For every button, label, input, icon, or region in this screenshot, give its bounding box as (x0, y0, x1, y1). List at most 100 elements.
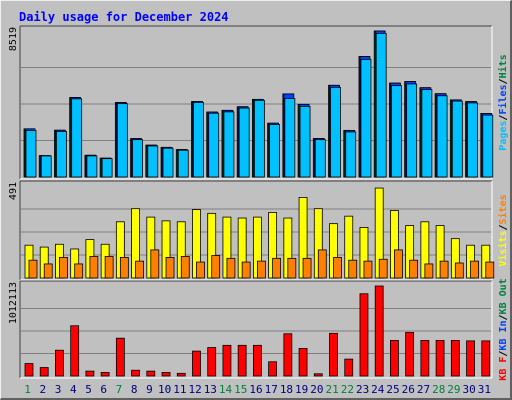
bar-kb-f-day-23 (359, 293, 369, 377)
bar-kb-f-day-5 (85, 370, 95, 377)
bar-sites-day-26 (409, 259, 419, 279)
bar-kb-f-day-4 (70, 325, 80, 377)
bar-pages-day-22 (345, 131, 357, 178)
day-label-9: 9 (146, 383, 153, 396)
bar-sites-day-17 (272, 257, 282, 279)
bar-pages-day-1 (25, 129, 37, 178)
bar-kb-f-day-28 (435, 340, 445, 377)
legend-label: / (498, 78, 509, 84)
legend-label: Sites (497, 194, 509, 224)
day-label-20: 20 (310, 383, 323, 396)
legend-label: / (498, 115, 509, 121)
bar-kb-f-day-20 (313, 373, 323, 377)
bar-pages-day-24 (375, 32, 387, 178)
bar-kb-f-day-27 (420, 340, 430, 377)
bar-sites-day-4 (74, 263, 84, 279)
day-label-21: 21 (326, 383, 339, 396)
bar-pages-day-10 (162, 147, 174, 178)
bar-sites-day-20 (317, 249, 327, 279)
bar-pages-day-27 (421, 89, 433, 178)
legend-visits-sites: Visits/Sites (497, 194, 509, 266)
legend-kbytes: KB F/KB In/KB Out (498, 278, 509, 380)
bar-sites-day-31 (485, 261, 495, 279)
day-label-4: 4 (70, 383, 77, 396)
legend-label: Pages (498, 121, 509, 151)
bar-sites-day-6 (104, 256, 114, 279)
bar-sites-day-15 (241, 261, 251, 279)
day-label-15: 15 (234, 383, 247, 396)
legend-label: Hits (497, 54, 509, 78)
bar-kb-f-day-19 (298, 348, 308, 377)
y-max-label: 8519 (8, 27, 19, 51)
legend-label: KB F (498, 357, 509, 381)
day-label-25: 25 (386, 383, 399, 396)
bar-sites-day-5 (89, 256, 99, 279)
bar-sites-day-11 (180, 256, 190, 279)
bar-kb-f-day-24 (374, 285, 384, 377)
day-label-28: 28 (432, 383, 445, 396)
bar-pages-day-12 (193, 102, 204, 178)
bar-pages-day-9 (147, 145, 159, 178)
bar-sites-day-9 (150, 249, 160, 279)
bar-pages-day-19 (299, 105, 311, 178)
bar-pages-day-11 (177, 149, 189, 178)
bar-pages-day-30 (467, 102, 478, 178)
day-label-17: 17 (265, 383, 278, 396)
bar-sites-day-22 (348, 259, 358, 279)
day-label-10: 10 (158, 383, 171, 396)
day-label-27: 27 (417, 383, 430, 396)
bar-kb-f-day-2 (39, 367, 49, 377)
bar-kb-f-day-15 (237, 344, 247, 377)
bar-kb-f-day-8 (131, 369, 140, 377)
day-label-1: 1 (24, 383, 31, 396)
bar-kb-f-day-6 (100, 372, 110, 377)
y-max-label: 491 (8, 182, 19, 200)
chart-title: Daily usage for December 2024 (19, 10, 229, 24)
bar-sites-day-2 (43, 263, 53, 279)
bar-sites-day-21 (333, 256, 342, 279)
bar-sites-day-7 (119, 256, 129, 279)
day-label-7: 7 (116, 383, 123, 396)
bar-kb-f-day-16 (252, 344, 262, 377)
bar-sites-day-8 (135, 260, 144, 279)
bar-pages-day-29 (451, 100, 463, 178)
bar-pages-day-28 (436, 95, 448, 178)
day-label-2: 2 (40, 383, 47, 396)
bar-pages-day-23 (360, 59, 372, 178)
bar-kb-f-day-3 (55, 349, 64, 377)
bar-pages-day-6 (101, 158, 113, 178)
day-label-22: 22 (341, 383, 354, 396)
bar-pages-day-25 (391, 85, 402, 178)
bar-sites-day-12 (196, 261, 205, 279)
bar-sites-day-24 (378, 258, 388, 279)
day-label-18: 18 (280, 383, 293, 396)
bar-kb-f-day-10 (161, 372, 171, 377)
day-label-29: 29 (447, 383, 460, 396)
bar-pages-day-8 (132, 139, 143, 178)
bar-pages-day-21 (330, 86, 341, 178)
bar-kb-f-day-11 (176, 372, 186, 377)
bar-sites-day-27 (424, 263, 434, 279)
bar-pages-day-26 (406, 83, 418, 178)
bar-sites-day-25 (394, 249, 403, 279)
bar-pages-day-4 (71, 98, 83, 178)
bar-sites-day-29 (454, 262, 464, 279)
bar-sites-day-23 (363, 260, 373, 279)
bar-sites-day-18 (287, 257, 297, 279)
bar-sites-day-3 (59, 256, 68, 279)
bar-sites-day-14 (226, 257, 236, 279)
day-label-6: 6 (100, 383, 107, 396)
bar-kb-f-day-1 (24, 363, 34, 377)
bar-pages-day-14 (223, 111, 235, 178)
bar-kb-f-day-26 (405, 332, 415, 377)
legend-label: / (498, 314, 509, 320)
day-label-12: 12 (188, 383, 201, 396)
bar-pages-day-31 (482, 114, 494, 178)
bar-kb-f-day-12 (192, 350, 201, 377)
legend-label: KB In (498, 320, 509, 350)
bar-kb-f-day-17 (268, 361, 278, 377)
